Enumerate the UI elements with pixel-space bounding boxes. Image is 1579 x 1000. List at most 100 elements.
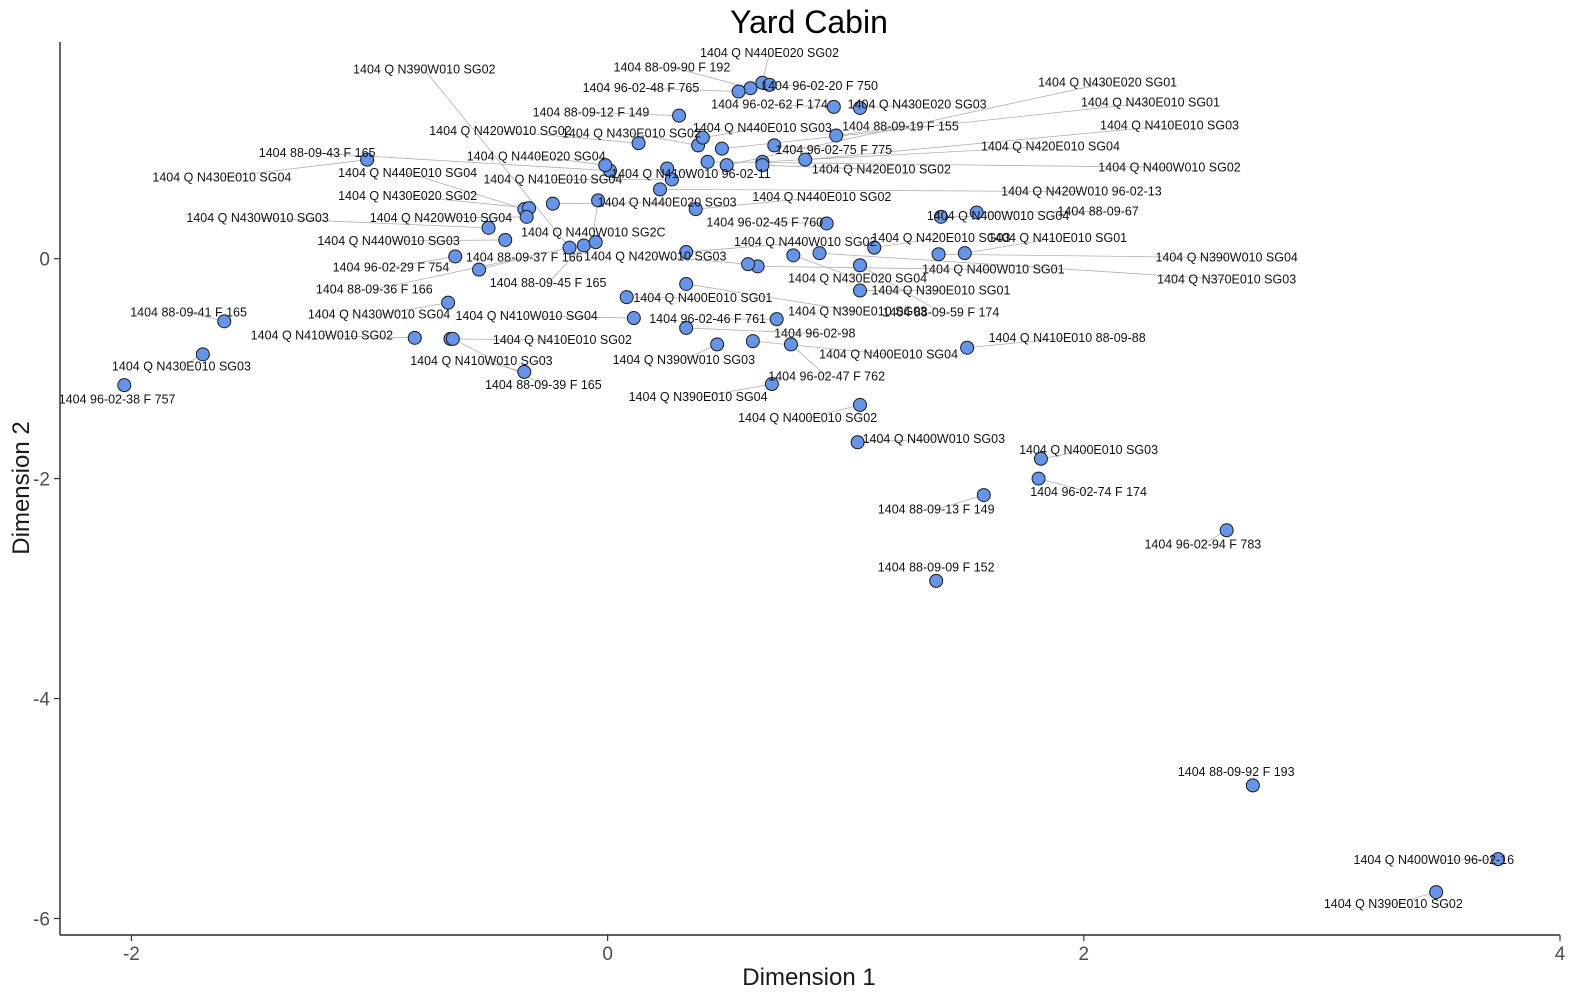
scatter-point bbox=[741, 257, 756, 272]
scatter-point bbox=[700, 154, 715, 169]
point-label: 1404 88-09-92 F 193 bbox=[1178, 765, 1295, 779]
y-tick-label: -4 bbox=[33, 690, 50, 711]
scatter-point bbox=[1491, 852, 1506, 867]
scatter-point bbox=[960, 340, 975, 355]
label-leader-line bbox=[967, 337, 1068, 349]
point-label: 1404 Q N420W010 SG03 bbox=[584, 249, 726, 263]
point-label: 1404 Q N400E010 SG04 bbox=[819, 347, 958, 361]
label-leader-line bbox=[793, 254, 858, 279]
scatter-point bbox=[588, 235, 603, 250]
scatter-point bbox=[719, 158, 734, 173]
point-label: 1404 88-09-13 F 149 bbox=[878, 502, 995, 516]
label-leader-line bbox=[1040, 449, 1089, 460]
point-label: 1404 Q N400E010 SG03 bbox=[1019, 443, 1158, 457]
point-label: 1404 Q N390W010 SG02 bbox=[353, 62, 495, 76]
scatter-point bbox=[688, 202, 703, 217]
scatter-point bbox=[672, 108, 687, 123]
point-label: 1404 Q N390E010 SG02 bbox=[1324, 897, 1463, 911]
point-label: 1404 Q N440E010 SG04 bbox=[338, 166, 477, 180]
point-label: 1404 96-02-47 F 762 bbox=[768, 369, 885, 383]
scatter-point bbox=[714, 141, 729, 156]
point-label: 1404 Q N400E010 SG01 bbox=[633, 291, 772, 305]
point-label: 1404 Q N420W010 96-02-13 bbox=[1001, 185, 1162, 199]
label-leader-line bbox=[686, 241, 806, 253]
point-label: 1404 Q N410E010 88-09-88 bbox=[989, 331, 1146, 345]
point-label: 1404 Q N430E010 SG03 bbox=[112, 359, 251, 373]
scatter-point bbox=[1245, 778, 1260, 793]
scatter-point bbox=[769, 312, 784, 327]
label-leader-line bbox=[1393, 891, 1437, 905]
scatter-point bbox=[472, 262, 487, 277]
point-label: 1404 88-09-37 F 166 bbox=[466, 251, 583, 265]
point-label: 1404 88-09-67 bbox=[1057, 204, 1138, 218]
x-axis-title: Dimension 1 bbox=[742, 964, 875, 991]
point-label: 1404 Q N390W010 SG03 bbox=[613, 353, 755, 367]
point-label: 1404 Q N420W010 SG02 bbox=[429, 124, 571, 138]
point-label: 1404 Q N430E010 SG04 bbox=[152, 170, 291, 184]
scatter-point bbox=[853, 100, 867, 115]
scatter-point bbox=[598, 158, 613, 173]
point-label: 1404 Q N420E010 SG03 bbox=[871, 231, 1010, 245]
scatter-point bbox=[664, 172, 679, 187]
label-leader-line bbox=[857, 438, 934, 443]
scatter-point bbox=[1219, 523, 1234, 538]
scatter-point bbox=[195, 347, 210, 362]
point-label: 1404 Q N440W010 SG03 bbox=[317, 234, 459, 248]
label-leader-line bbox=[695, 196, 822, 210]
label-leader-line bbox=[859, 104, 918, 109]
point-label: 1404 Q N440E020 SG02 bbox=[700, 46, 839, 60]
point-label: 1404 Q N410E010 SG02 bbox=[493, 333, 632, 347]
label-leader-line bbox=[686, 327, 815, 334]
label-leader-line bbox=[407, 172, 525, 210]
label-leader-line bbox=[526, 315, 634, 319]
point-label: 1404 Q N410E010 SG03 bbox=[1100, 119, 1239, 133]
scatter-point bbox=[969, 205, 984, 220]
label-leader-line bbox=[757, 265, 994, 271]
point-label: 1404 Q N440E020 SG04 bbox=[467, 149, 606, 163]
scatter-point bbox=[498, 232, 513, 247]
scatter-point bbox=[619, 290, 634, 305]
label-leader-line bbox=[640, 87, 739, 92]
label-leader-line bbox=[686, 283, 858, 312]
scatter-point bbox=[545, 196, 560, 211]
scatter-point bbox=[850, 435, 865, 450]
label-leader-line bbox=[940, 215, 999, 218]
scatter-point bbox=[762, 77, 777, 92]
scatter-point bbox=[853, 283, 867, 298]
label-leader-line bbox=[769, 84, 820, 87]
point-label: 1404 Q N430E010 SG01 bbox=[1081, 95, 1220, 109]
label-leader-line bbox=[450, 338, 563, 341]
point-label: 1404 96-02-94 F 783 bbox=[1144, 538, 1261, 552]
point-label: 1404 Q N440W010 SG2C bbox=[521, 225, 666, 239]
label-leader-line bbox=[936, 494, 984, 510]
point-label: 1404 Q N440W010 SG02 bbox=[734, 235, 876, 249]
point-label: 1404 88-09-41 F 165 bbox=[130, 306, 247, 320]
scatter-point bbox=[679, 276, 694, 291]
point-label: 1404 96-02-98 bbox=[774, 326, 855, 340]
scatter-point bbox=[448, 249, 463, 264]
label-leader-line bbox=[819, 252, 1227, 280]
scatter-point bbox=[929, 573, 944, 588]
point-label: 1404 88-09-45 F 165 bbox=[490, 276, 607, 290]
point-label: 1404 96-02-62 F 174 bbox=[711, 98, 828, 112]
point-label: 1404 Q N400E010 SG02 bbox=[738, 411, 877, 425]
scatter-point bbox=[853, 258, 867, 273]
point-label: 1404 Q N410E010 SG01 bbox=[988, 231, 1127, 245]
label-leader-line bbox=[859, 264, 942, 313]
point-label: 1404 96-02-46 F 761 bbox=[649, 312, 766, 326]
point-label: 1404 Q N400W010 SG03 bbox=[863, 432, 1005, 446]
label-leader-line bbox=[407, 195, 530, 209]
point-label: 1404 96-02-75 F 775 bbox=[775, 143, 892, 157]
label-leader-line bbox=[698, 383, 772, 398]
scatter-point bbox=[976, 488, 991, 503]
label-leader-line bbox=[423, 69, 570, 248]
point-label: 1404 88-09-12 F 149 bbox=[533, 105, 650, 119]
label-leader-line bbox=[440, 216, 527, 219]
point-label: 1404 96-02-20 F 750 bbox=[761, 79, 878, 93]
scatter-point bbox=[653, 182, 667, 197]
scatter-point bbox=[626, 311, 641, 326]
label-leader-line bbox=[938, 253, 1227, 258]
label-leader-line bbox=[552, 202, 668, 205]
point-label: 1404 Q N430W010 SG03 bbox=[186, 211, 328, 225]
